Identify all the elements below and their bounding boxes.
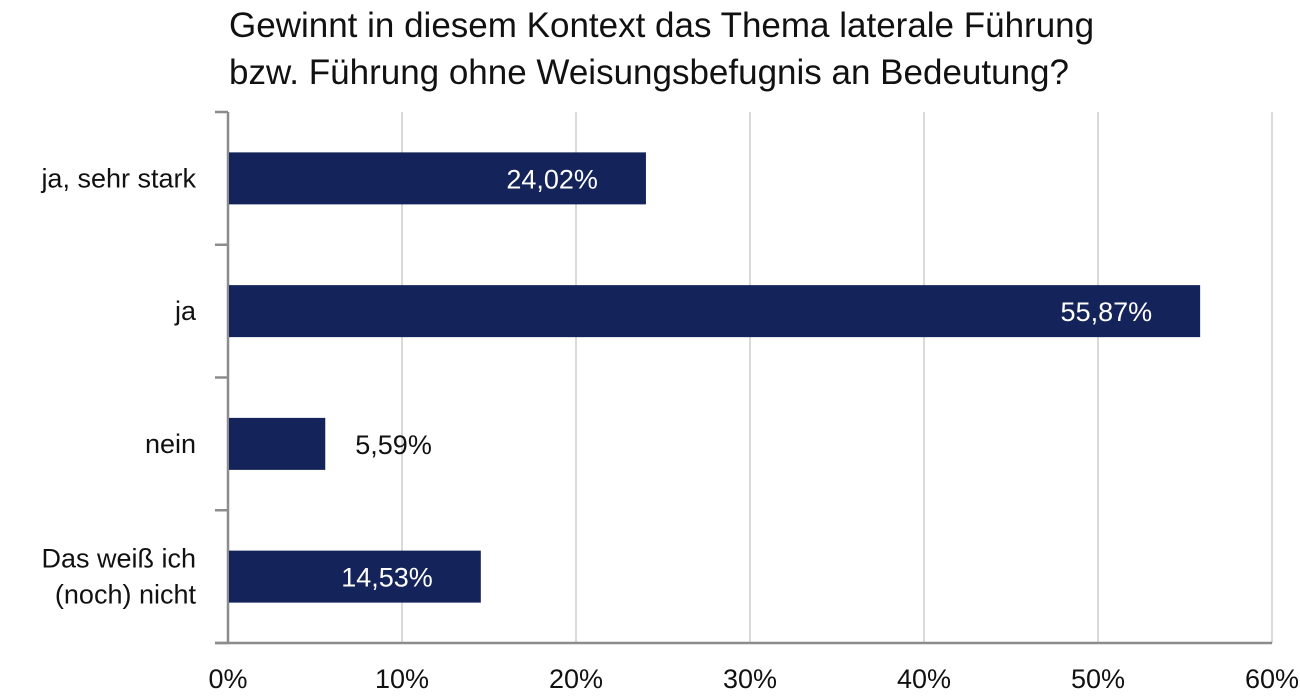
x-tick-label: 20% — [549, 664, 603, 694]
x-tick-label: 30% — [723, 664, 777, 694]
bar-0 — [229, 152, 646, 205]
chart-title-line-2: bzw. Führung ohne Weisungsbefugnis an Be… — [229, 53, 1069, 92]
value-label: 55,87% — [1061, 297, 1153, 327]
x-tick-label: 10% — [375, 664, 429, 694]
value-label: 14,53% — [341, 563, 433, 593]
bar-3 — [229, 550, 481, 603]
x-tick-label: 40% — [897, 664, 951, 694]
chart-title: Gewinnt in diesem Kontext das Thema late… — [229, 2, 1289, 96]
chart-title-line-1: Gewinnt in diesem Kontext das Thema late… — [229, 6, 1095, 45]
x-tick-label: 60% — [1245, 664, 1299, 694]
bar-2 — [229, 417, 326, 470]
value-label: 24,02% — [506, 164, 598, 194]
category-label: ja — [174, 296, 197, 326]
value-label: 5,59% — [355, 430, 432, 460]
category-label: Das weiß ich — [41, 544, 196, 574]
category-label: nein — [145, 429, 196, 459]
x-tick-label: 0% — [208, 664, 247, 694]
bar-1 — [229, 285, 1201, 338]
category-label: ja, sehr stark — [40, 163, 196, 193]
category-label: (noch) nicht — [55, 580, 197, 610]
x-tick-label: 50% — [1071, 664, 1125, 694]
